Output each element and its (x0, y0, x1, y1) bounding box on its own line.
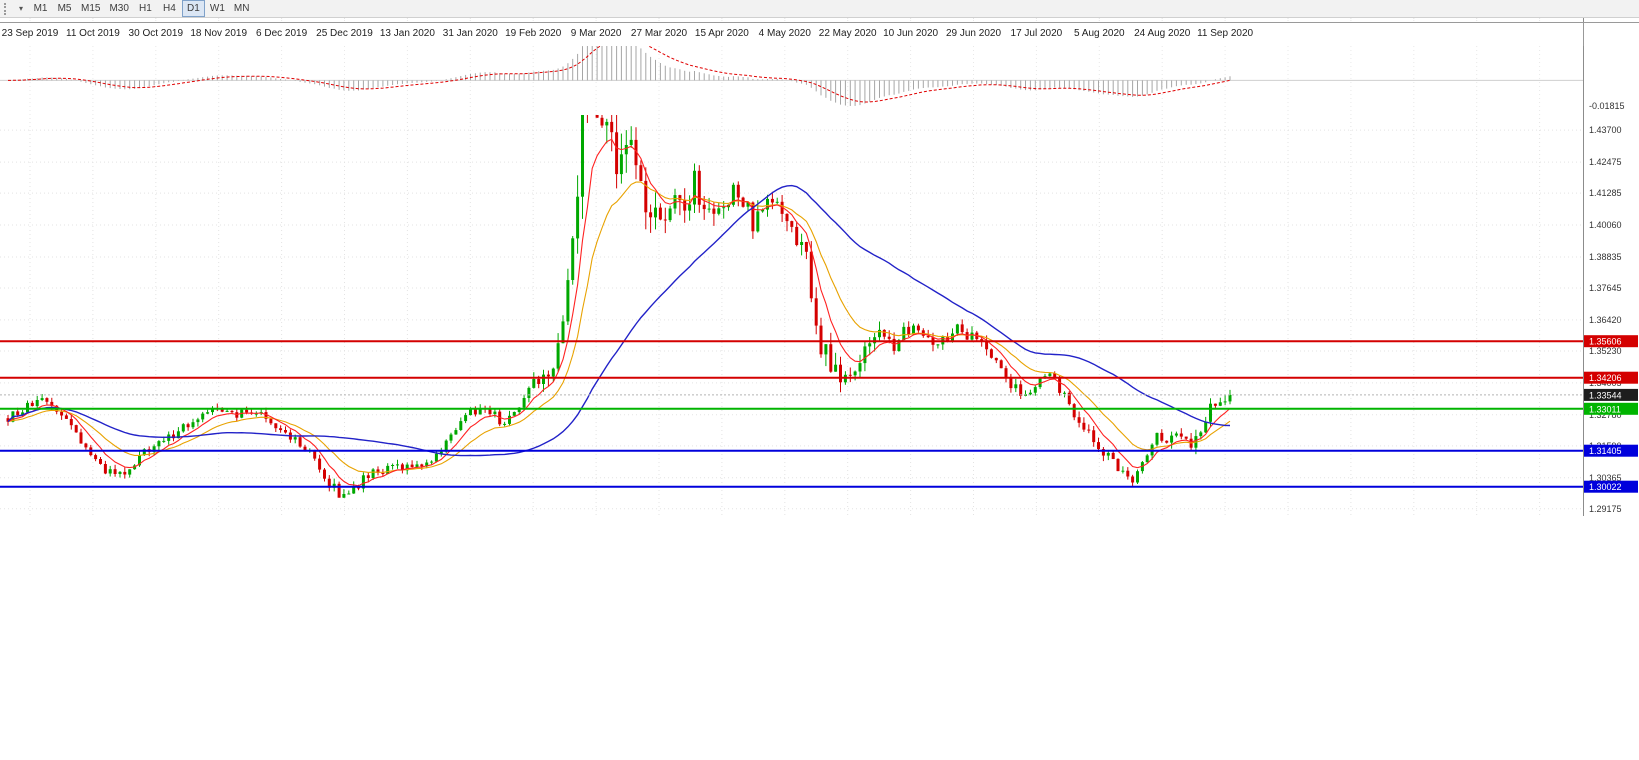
level-price-tag: 1.31405 (1584, 444, 1638, 457)
svg-text:1.37645: 1.37645 (1589, 283, 1622, 293)
timeframe-toolbar: ▾ M1 M5 M15 M30 H1 H4 D1 W1 MN (0, 0, 1639, 18)
date-label: 13 Jan 2020 (379, 28, 435, 39)
date-label: 25 Dec 2019 (316, 28, 373, 39)
svg-text:1.30365: 1.30365 (1589, 473, 1622, 483)
timeframe-button-m1[interactable]: M1 (29, 0, 52, 17)
svg-text:1.33011: 1.33011 (1589, 404, 1621, 414)
level-price-tag: 1.30022 (1584, 480, 1638, 493)
date-label: 27 Mar 2020 (630, 28, 688, 39)
svg-text:1.35230: 1.35230 (1589, 346, 1622, 356)
svg-text:1.31405: 1.31405 (1589, 446, 1622, 456)
svg-text:1.36420: 1.36420 (1589, 315, 1622, 325)
candles (6, 40, 1232, 498)
svg-text:1.35606: 1.35606 (1589, 337, 1622, 347)
date-label: 4 May 2020 (758, 28, 811, 39)
macd-signal-line (7, 38, 1231, 103)
level-price-tag: 1.34206 (1584, 371, 1638, 384)
svg-text:1.30022: 1.30022 (1589, 482, 1622, 492)
svg-text:1.33544: 1.33544 (1589, 390, 1622, 400)
date-label: 15 Apr 2020 (694, 28, 749, 39)
timeframe-button-m15[interactable]: M15 (77, 0, 104, 17)
timeframe-button-m5[interactable]: M5 (53, 0, 76, 17)
svg-text:1.41285: 1.41285 (1589, 188, 1622, 198)
macd-histogram (12, 32, 1231, 106)
date-label: 29 Jun 2020 (945, 28, 1002, 39)
svg-text:1.40060: 1.40060 (1589, 220, 1622, 230)
bid-price-tag: 1.33544 (1584, 388, 1638, 401)
date-label: 24 Aug 2020 (1134, 28, 1191, 39)
svg-text:1.38835: 1.38835 (1589, 252, 1622, 262)
date-label: 31 Jan 2020 (442, 28, 498, 39)
date-label: 6 Dec 2019 (256, 28, 308, 39)
date-label: 11 Oct 2019 (66, 28, 120, 39)
date-label: 10 Jun 2020 (883, 28, 939, 39)
date-label: 11 Sep 2020 (1197, 28, 1254, 39)
date-label: 19 Feb 2020 (505, 28, 562, 39)
ma-slow-line (7, 184, 1231, 457)
timeframe-button-mn[interactable]: MN (230, 0, 254, 17)
timeframe-button-d1[interactable]: D1 (181, 0, 205, 17)
date-label: 17 Jul 2020 (1010, 28, 1063, 39)
level-price-tag: 1.33011 (1584, 402, 1638, 415)
date-label: 5 Aug 2020 (1073, 28, 1125, 39)
svg-text:1.29175: 1.29175 (1589, 504, 1622, 514)
date-label: 18 Nov 2019 (190, 28, 248, 39)
ma-mid-line (7, 181, 1231, 473)
timeframe-button-w1[interactable]: W1 (206, 0, 229, 17)
date-label: 30 Oct 2019 (128, 28, 184, 39)
date-axis: 23 Sep 2019 11 Oct 2019 30 Oct 2019 18 Nov … (0, 22, 1639, 46)
date-label: 9 Mar 2020 (570, 28, 622, 39)
timeframe-buttons-group: M1 M5 M15 M30 H1 H4 D1 W1 MN (29, 0, 253, 17)
date-label: 23 Sep 2019 (1, 28, 59, 39)
svg-text:1.43700: 1.43700 (1589, 125, 1622, 135)
date-label: 22 May 2020 (818, 28, 877, 39)
horizontal-level-lines[interactable] (0, 340, 1583, 488)
svg-text:-0.01815: -0.01815 (1589, 101, 1625, 111)
ma-fast-line (7, 138, 1231, 487)
timeframe-button-m30[interactable]: M30 (105, 0, 132, 17)
toolbar-grip-handle[interactable] (4, 2, 9, 15)
svg-text:1.42475: 1.42475 (1589, 157, 1622, 167)
svg-text:1.34206: 1.34206 (1589, 373, 1622, 383)
level-price-tag: 1.35606 (1584, 335, 1638, 348)
toolbar-dropdown-caret-icon[interactable]: ▾ (15, 2, 27, 16)
timeframe-button-h1[interactable]: H1 (134, 0, 157, 17)
timeframe-button-h4[interactable]: H4 (158, 0, 181, 17)
